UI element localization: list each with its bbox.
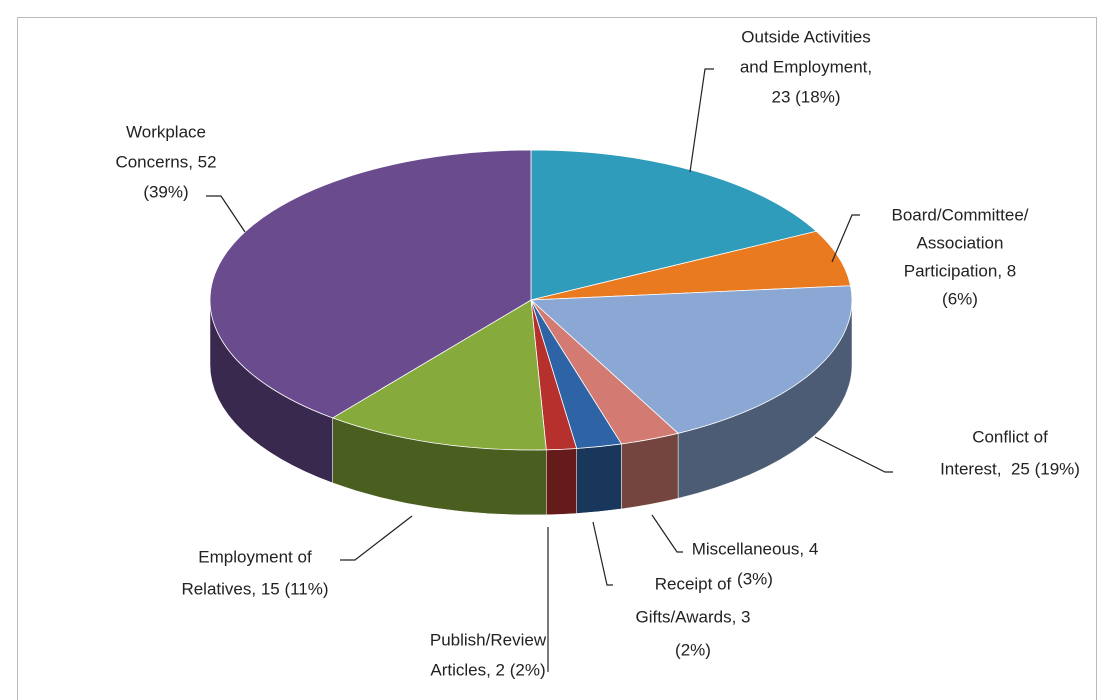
slice-label: Board/Committee/ — [892, 205, 1029, 224]
slice-label: Gifts/Awards, 3 — [636, 607, 751, 626]
slice-label: Receipt of — [655, 574, 732, 593]
slice-label: Publish/Review — [430, 630, 547, 649]
slice-label: (6%) — [942, 289, 978, 308]
slice-label: Miscellaneous, 4 — [692, 539, 819, 558]
leader-line — [831, 214, 860, 263]
slice-label: (39%) — [143, 182, 188, 201]
slice-side — [621, 433, 679, 510]
slice-label: Articles, 2 (2%) — [430, 660, 545, 679]
slice-label: and Employment, — [740, 57, 872, 76]
leader-line — [592, 521, 613, 586]
slice-label: (2%) — [675, 640, 711, 659]
leader-line — [340, 515, 413, 561]
slice-side — [546, 448, 577, 516]
pie-slice — [530, 230, 852, 301]
slice-label: Concerns, 52 — [115, 152, 216, 171]
leader-line — [814, 436, 893, 473]
slice-label: Relatives, 15 (11%) — [181, 579, 328, 598]
leader-line — [689, 68, 714, 173]
slice-label: Employment of — [198, 547, 312, 566]
slice-label: Workplace — [126, 122, 206, 141]
slice-label: Interest, 25 (19%) — [940, 459, 1080, 478]
pie-slice — [331, 299, 547, 451]
leader-line — [651, 514, 683, 553]
pie-slice — [530, 285, 853, 434]
leader-line — [206, 195, 246, 233]
slice-label: Conflict of — [972, 427, 1048, 446]
slice-side — [576, 443, 622, 514]
pie-slice — [209, 149, 532, 419]
slice-label: Outside Activities — [741, 27, 870, 46]
pie-slice — [530, 149, 818, 301]
slice-label: (3%) — [737, 569, 773, 588]
slice-label: Association — [917, 233, 1004, 252]
slice-label: Participation, 8 — [904, 261, 1016, 280]
slice-label: 23 (18%) — [772, 87, 841, 106]
